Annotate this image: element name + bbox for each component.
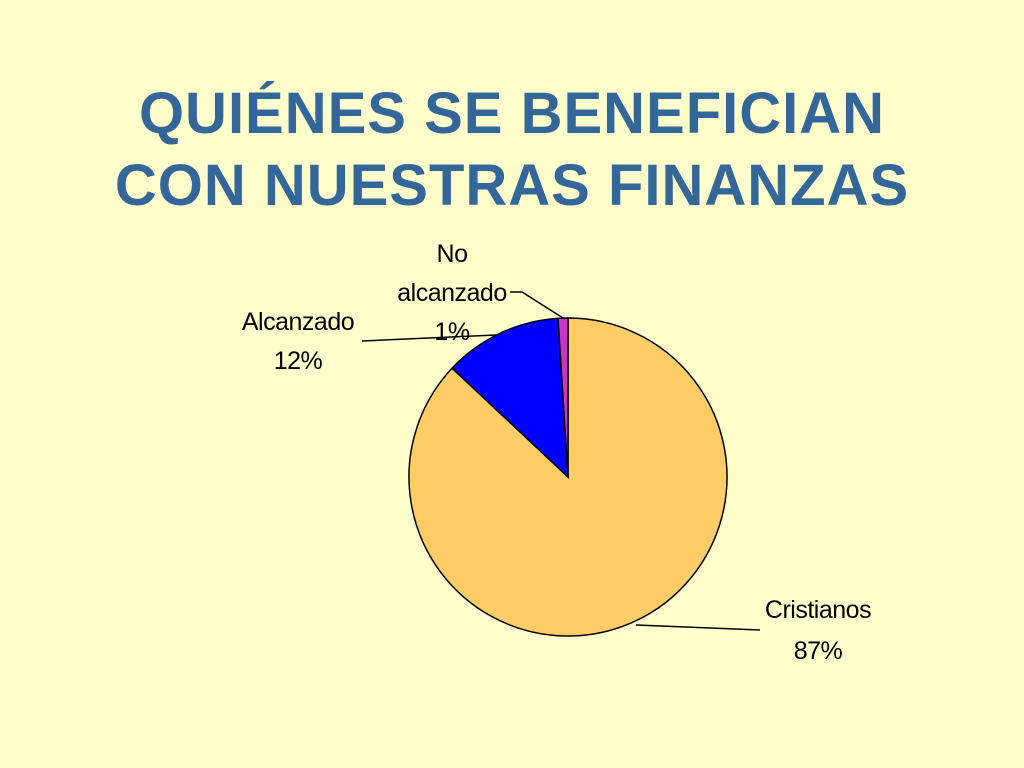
leader-line-alcanzado	[361, 334, 497, 342]
label-alcanzado-name: Alcanzado	[242, 308, 354, 336]
pie-slice-alcanzado	[451, 317, 569, 479]
label-no-alcanzado-line2: alcanzado	[397, 279, 506, 307]
label-cristianos-value: 87%	[794, 637, 843, 665]
label-alcanzado-value: 12%	[274, 347, 323, 375]
page-title: QUIÉNES SE BENEFICIAN CON NUESTRAS FINAN…	[0, 78, 1024, 222]
pie-slices	[408, 317, 728, 637]
label-no-alcanzado-line1: No	[437, 240, 468, 268]
title-line-1: QUIÉNES SE BENEFICIAN	[138, 81, 886, 146]
label-cristianos-name: Cristianos	[765, 596, 871, 624]
leader-line-cristianos	[635, 624, 761, 631]
label-no-alcanzado-value: 1%	[434, 318, 469, 346]
pie-slice-no-alcanzado	[557, 317, 569, 478]
title-line-2: CON NUESTRAS FINANZAS	[114, 153, 910, 218]
leader-line-no-alcanzado	[510, 291, 564, 319]
